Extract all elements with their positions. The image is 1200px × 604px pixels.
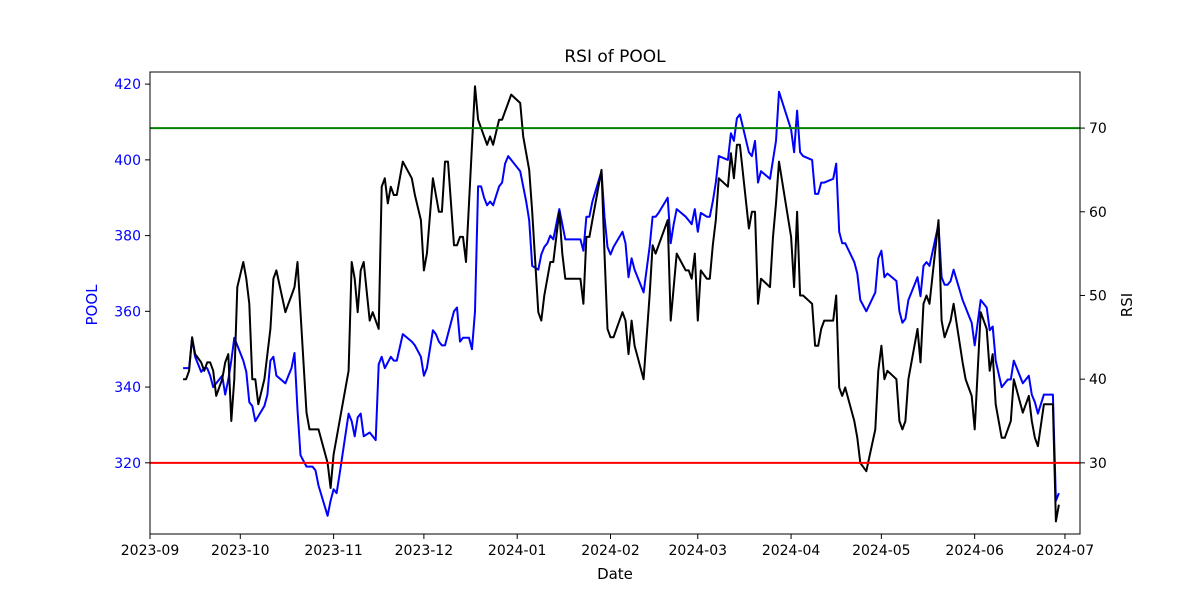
x-tick-label: 2023-11 — [304, 543, 363, 559]
axes: 2023-09 2023-10 2023-11 2023-12 2024-01 2024-… — [114, 71, 1107, 559]
x-tick-label: 2024-06 — [945, 543, 1004, 559]
left-tick-label: 380 — [114, 229, 141, 245]
rsi-line — [183, 85, 1060, 523]
plot-area — [150, 85, 1080, 523]
x-tick-label: 2023-09 — [121, 543, 180, 559]
right-tick-label: 70 — [1089, 121, 1107, 137]
chart-title: RSI of POOL — [564, 47, 666, 67]
left-tick-label: 320 — [114, 456, 141, 472]
right-tick-label: 30 — [1089, 456, 1107, 472]
right-tick-label: 60 — [1089, 205, 1107, 221]
left-tick-label: 340 — [114, 380, 141, 396]
x-tick-label: 2024-02 — [581, 543, 640, 559]
plot-frame — [149, 71, 1081, 535]
pool-price-line — [183, 90, 1060, 517]
x-tick-label: 2024-05 — [852, 543, 911, 559]
x-tick-label: 2024-07 — [1036, 543, 1095, 559]
right-tick-label: 50 — [1089, 288, 1107, 304]
x-tick-label: 2023-10 — [211, 543, 270, 559]
left-tick-label: 420 — [114, 77, 141, 93]
x-tick-label: 2024-01 — [488, 543, 547, 559]
x-axis-label: Date — [597, 565, 633, 583]
x-tick-label: 2023-12 — [395, 543, 454, 559]
left-tick-label: 360 — [114, 304, 141, 320]
x-tick-label: 2024-04 — [762, 543, 821, 559]
left-tick-label: 400 — [114, 153, 141, 169]
x-tick-label: 2024-03 — [669, 543, 728, 559]
right-tick-label: 40 — [1089, 372, 1107, 388]
left-axis-label: POOL — [83, 284, 101, 326]
right-axis-label: RSI — [1118, 293, 1136, 317]
